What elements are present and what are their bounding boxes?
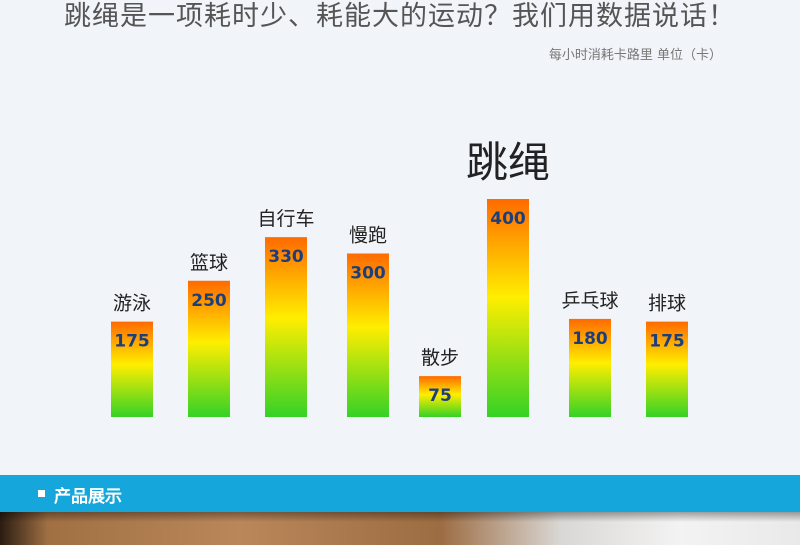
highlight-category-label: 跳绳 (466, 138, 550, 187)
category-label: 游泳 (113, 293, 151, 315)
bar-5 (419, 376, 461, 417)
bar-8 (646, 321, 688, 417)
section-header: 产品展示 (0, 475, 800, 512)
bar-7 (569, 318, 611, 417)
category-label: 散步 (421, 347, 459, 369)
bar-value-label: 75 (428, 386, 452, 406)
bar-4 (347, 253, 389, 417)
bar-1 (111, 321, 153, 417)
bar-2 (188, 280, 230, 417)
bar-value-label: 175 (114, 332, 150, 352)
section-bullet-icon (38, 490, 45, 497)
section-title: 产品展示 (54, 487, 122, 507)
bar-value-label: 180 (572, 329, 608, 349)
unit-label: 每小时消耗卡路里 单位（卡） (548, 48, 722, 63)
category-label: 篮球 (190, 252, 228, 274)
category-label: 排球 (648, 293, 686, 315)
product-photo (0, 512, 800, 545)
bar-value-label: 330 (268, 247, 304, 267)
category-label: 慢跑 (349, 225, 387, 247)
category-label: 自行车 (257, 208, 314, 230)
bar-3 (265, 237, 307, 417)
bar-value-label: 175 (649, 332, 685, 352)
bar-value-label: 400 (490, 209, 526, 229)
headline: 跳绳是一项耗时少、耗能大的运动？我们用数据说话！ (64, 1, 736, 32)
bar-value-label: 300 (350, 264, 386, 284)
category-label: 乒乓球 (561, 290, 618, 312)
calorie-bar-chart: 175 游泳 250 篮球 330 自行车 300 慢跑 75 散步 400 跳绳 180 乒乓球 175 排… (111, 138, 688, 417)
bar-value-label: 250 (191, 291, 227, 311)
bar-6 (487, 199, 529, 417)
photo-shadow (0, 512, 800, 522)
